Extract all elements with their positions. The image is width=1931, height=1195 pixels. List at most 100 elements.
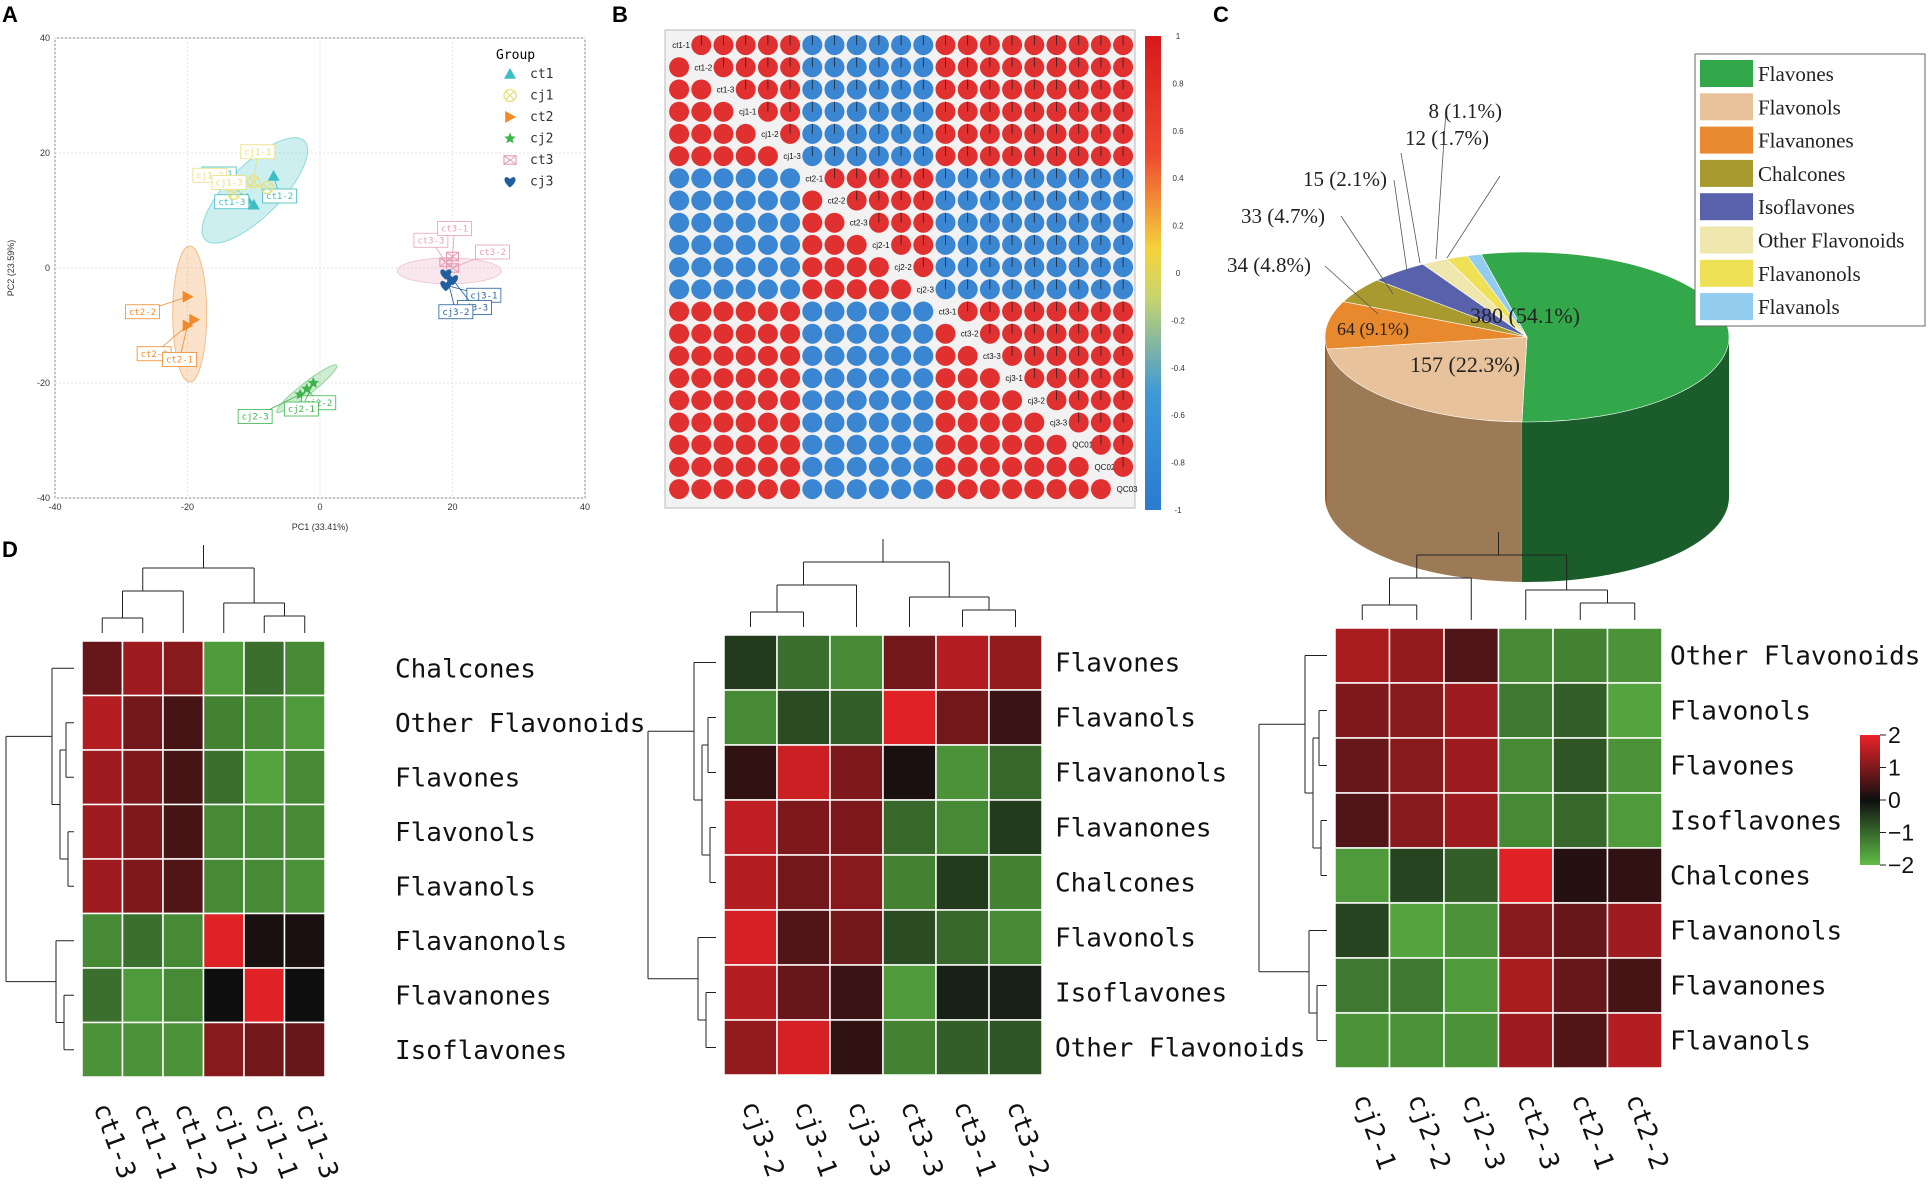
heatmap-column-label: ct2-1 xyxy=(1565,1090,1620,1174)
pca-point-ct3-box xyxy=(439,257,453,268)
correlation-cell xyxy=(802,234,823,255)
heatmap-cell xyxy=(162,749,205,806)
heatmap-cell xyxy=(1388,627,1445,684)
heatmap-cell xyxy=(1497,737,1554,794)
correlation-cell xyxy=(691,79,712,100)
heatmap-cell xyxy=(1443,792,1500,849)
heatmap-cell xyxy=(1552,682,1609,739)
heatmap-cell xyxy=(283,749,326,806)
correlation-cell xyxy=(669,212,690,233)
correlation-cell xyxy=(669,479,690,500)
correlation-cell xyxy=(713,212,734,233)
heatmap-cell xyxy=(81,749,124,806)
pca-plot: ct1-1ct1-3ct1-2cj1-2cj1-1cj1-3ct2-2ct2-3… xyxy=(6,33,590,532)
heatmap-cell xyxy=(202,694,245,751)
pie-legend-swatch xyxy=(1700,60,1753,87)
colorbar-tick: 0.2 xyxy=(1172,222,1184,231)
heatmap-cell xyxy=(882,909,937,966)
correlation-cell xyxy=(935,323,956,344)
pca-y-axis-label: PC2 (23.59%) xyxy=(6,240,16,297)
correlation-sample-label: ct3-1 xyxy=(939,308,957,317)
correlation-cell xyxy=(824,212,845,233)
heatmap-cell xyxy=(1334,737,1391,794)
correlation-cell xyxy=(780,212,801,233)
correlation-cell xyxy=(713,412,734,433)
pca-legend-marker-cj1-cross xyxy=(505,90,515,101)
correlation-cell xyxy=(669,168,690,189)
correlation-cell xyxy=(757,434,778,455)
heatmap-colorbar-tick: −2 xyxy=(1888,852,1914,878)
correlation-cell xyxy=(691,168,712,189)
correlation-cell xyxy=(735,190,756,211)
pie-top xyxy=(1324,251,1730,423)
correlation-cell xyxy=(868,323,889,344)
heatmap-cell xyxy=(882,799,937,856)
heatmap-cell xyxy=(162,967,205,1024)
correlation-cell xyxy=(935,368,956,389)
correlation-cell xyxy=(1002,390,1023,411)
heatmap-cell xyxy=(202,858,245,915)
heatmap-cell xyxy=(988,799,1043,856)
pca-label-box xyxy=(162,352,197,367)
correlation-cell xyxy=(891,279,912,300)
heatmap-cell xyxy=(121,694,164,751)
pie-legend-label: Flavones xyxy=(1758,62,1834,86)
correlation-cell xyxy=(979,456,1000,477)
pie-legend-label: Flavanols xyxy=(1758,295,1840,319)
panel-label-a: A xyxy=(2,2,18,27)
pie-legend-swatch xyxy=(1700,159,1753,187)
heatmap-cells xyxy=(723,634,1043,1076)
pie-legend-swatch xyxy=(1700,126,1753,154)
heatmap-cell xyxy=(243,640,286,697)
correlation-cell xyxy=(735,412,756,433)
heatmap-cell xyxy=(829,634,884,691)
pca-point-label: cj2-3 xyxy=(242,413,269,423)
heatmap-cell xyxy=(776,1019,831,1076)
correlation-cell xyxy=(824,345,845,366)
correlation-cell xyxy=(669,257,690,278)
heatmap-cell xyxy=(243,1021,286,1078)
heatmap-cell xyxy=(723,634,778,691)
colorbar-tick: -1 xyxy=(1174,506,1182,515)
heatmap-row-label: Flavanones xyxy=(1670,972,1827,1002)
pca-legend-marker-ct3-box xyxy=(503,155,517,165)
pca-point-cj1-ring xyxy=(247,175,261,189)
correlation-cell xyxy=(757,456,778,477)
correlation-cell xyxy=(891,323,912,344)
correlation-cell xyxy=(1068,479,1089,500)
heatmap-row-label: Flavanonols xyxy=(1670,917,1842,947)
heatmap-cell xyxy=(243,694,286,751)
heatmap-cell xyxy=(882,854,937,911)
correlation-cell xyxy=(824,412,845,433)
correlation-cell xyxy=(846,368,867,389)
correlation-cell xyxy=(1068,456,1089,477)
correlation-cell xyxy=(868,390,889,411)
heatmap-cell xyxy=(1552,792,1609,849)
pie-data-label: 34 (4.8%) xyxy=(1227,253,1311,277)
colorbar-tick: 0.6 xyxy=(1172,127,1184,136)
heatmap-row-label: Chalcones xyxy=(1055,869,1196,899)
heatmap-colorbar-tick: −1 xyxy=(1888,820,1914,846)
pca-point-cj1-ring xyxy=(260,180,274,195)
heatmap-column-label: cj2-3 xyxy=(1456,1090,1511,1174)
heatmap-cell xyxy=(776,689,831,746)
correlation-cell xyxy=(735,390,756,411)
correlation-cell xyxy=(824,323,845,344)
correlation-cell xyxy=(1024,456,1045,477)
correlation-cell xyxy=(757,190,778,211)
correlation-cell xyxy=(846,456,867,477)
heatmap-cell xyxy=(81,967,124,1024)
correlation-cell xyxy=(780,279,801,300)
heatmap-cell xyxy=(81,1021,124,1078)
heatmap-colorbar-bar xyxy=(1860,735,1880,865)
correlation-sample-label: ct2-3 xyxy=(850,219,868,228)
heatmap-column-label: cj2-2 xyxy=(1401,1090,1456,1174)
correlation-cell xyxy=(1002,412,1023,433)
pca-label-box xyxy=(240,144,276,160)
pie-legend-label: Flavanonols xyxy=(1758,262,1861,286)
correlation-cell xyxy=(979,390,1000,411)
heatmap-cell xyxy=(882,964,937,1021)
correlation-sample-label: cj2-1 xyxy=(872,241,890,250)
correlation-cell xyxy=(935,412,956,433)
pca-grid xyxy=(54,37,586,499)
